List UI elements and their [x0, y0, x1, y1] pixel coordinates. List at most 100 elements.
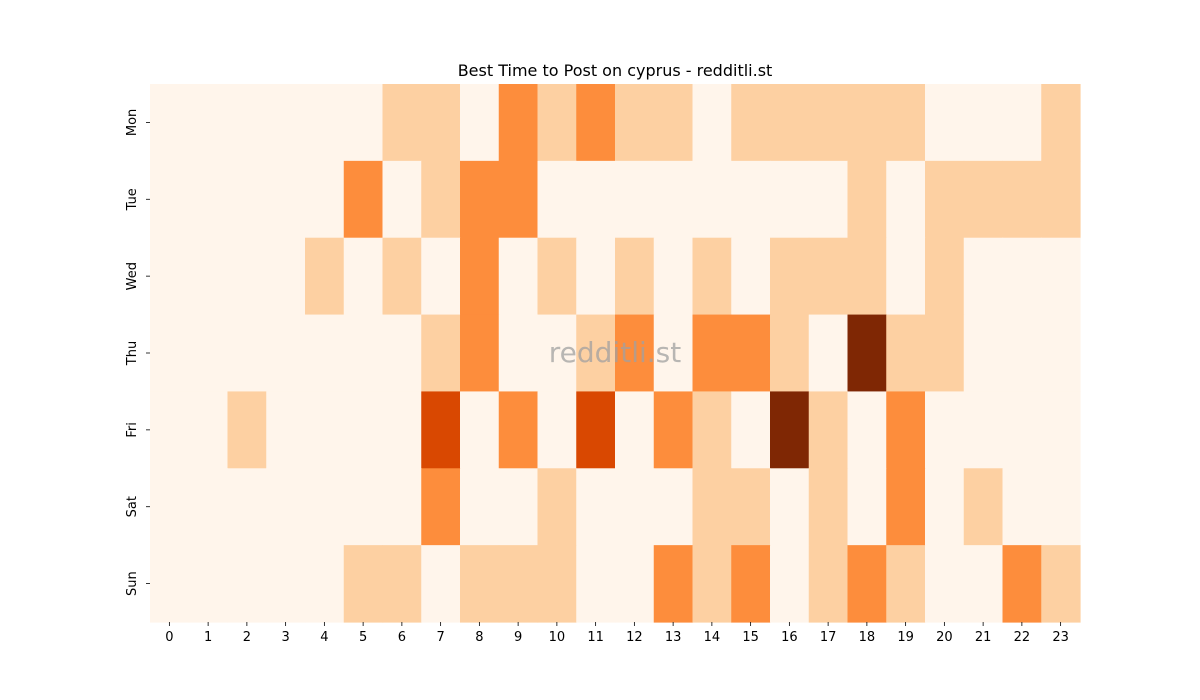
heatmap-cell-fri-15 [731, 391, 771, 469]
heatmap-cell-thu-1 [188, 314, 229, 393]
heatmap-cell-sat-13 [653, 468, 694, 546]
heatmap-cell-thu-13 [653, 314, 694, 393]
heatmap-cell-mon-20 [925, 84, 965, 162]
heatmap-cell-tue-1 [188, 160, 229, 239]
x-tick-label: 0 [165, 630, 173, 645]
heatmap-cell-sun-23 [1041, 545, 1081, 623]
heatmap-cell-tue-10 [537, 160, 577, 239]
heatmap-cell-sun-6 [382, 545, 422, 623]
heatmap-cell-sun-21 [963, 545, 1004, 623]
heatmap-cell-thu-20 [925, 314, 965, 393]
heatmap-cell-fri-6 [382, 391, 422, 469]
heatmap-cell-wed-10 [537, 237, 577, 316]
heatmap-cell-mon-4 [305, 84, 345, 162]
heatmap-cell-thu-5 [343, 314, 384, 393]
heatmap-cell-sun-13 [653, 545, 694, 623]
heatmap-cell-thu-11 [576, 314, 616, 393]
heatmap-cell-thu-19 [886, 314, 926, 393]
heatmap-cell-wed-0 [150, 237, 190, 316]
y-tick-label: Fri [125, 422, 140, 438]
heatmap-cell-sat-19 [886, 468, 926, 546]
heatmap-cell-sat-23 [1041, 468, 1081, 546]
heatmap-cell-fri-23 [1041, 391, 1081, 469]
heatmap-cell-mon-5 [343, 84, 384, 162]
heatmap-cell-tue-15 [731, 160, 771, 239]
heatmap-cell-sun-9 [498, 545, 539, 623]
heatmap-cell-sun-18 [847, 545, 887, 623]
heatmap-cell-wed-7 [421, 237, 461, 316]
heatmap-cell-fri-8 [460, 391, 500, 469]
heatmap-cell-mon-15 [731, 84, 771, 162]
heatmap-cell-sun-17 [808, 545, 849, 623]
heatmap-cell-wed-3 [266, 237, 306, 316]
heatmap-cell-sun-1 [188, 545, 229, 623]
heatmap-cell-tue-13 [653, 160, 694, 239]
y-tick-label: Sun [125, 571, 140, 596]
y-tick-label: Tue [125, 188, 140, 211]
heatmap-cell-thu-4 [305, 314, 345, 393]
x-tick-label: 14 [704, 630, 721, 645]
heatmap-cell-thu-18 [847, 314, 887, 393]
heatmap-cell-sat-9 [498, 468, 539, 546]
heatmap-cell-wed-11 [576, 237, 616, 316]
heatmap-cell-wed-6 [382, 237, 422, 316]
watermark: redditli.st [549, 336, 681, 369]
heatmap-cell-sat-5 [343, 468, 384, 546]
heatmap-cell-thu-9 [498, 314, 539, 393]
x-tick-label: 23 [1052, 630, 1069, 645]
heatmap-cell-wed-9 [498, 237, 539, 316]
heatmap-cell-mon-14 [692, 84, 732, 162]
heatmap-cell-mon-7 [421, 84, 461, 162]
heatmap-cell-thu-2 [227, 314, 267, 393]
heatmap-cell-sat-12 [615, 468, 655, 546]
x-tick-label: 17 [820, 630, 837, 645]
heatmap-cell-sat-0 [150, 468, 190, 546]
heatmap-cell-mon-0 [150, 84, 190, 162]
heatmap-cell-tue-19 [886, 160, 926, 239]
heatmap-cell-tue-18 [847, 160, 887, 239]
heatmap-cell-tue-3 [266, 160, 306, 239]
chart-title: Best Time to Post on cyprus - redditli.s… [458, 61, 773, 80]
heatmap-cell-tue-9 [498, 160, 539, 239]
x-tick-label: 6 [398, 630, 406, 645]
heatmap-cell-fri-12 [615, 391, 655, 469]
heatmap-cell-mon-8 [460, 84, 500, 162]
heatmap-cell-sun-10 [537, 545, 577, 623]
heatmap-cell-thu-16 [770, 314, 810, 393]
heatmap-cell-sat-11 [576, 468, 616, 546]
heatmap-cell-fri-19 [886, 391, 926, 469]
heatmap-cell-wed-21 [963, 237, 1004, 316]
heatmap-cell-tue-21 [963, 160, 1004, 239]
heatmap-cell-sat-20 [925, 468, 965, 546]
heatmap-cell-thu-17 [808, 314, 849, 393]
heatmap-cell-tue-4 [305, 160, 345, 239]
heatmap-cell-mon-12 [615, 84, 655, 162]
heatmap-cell-mon-22 [1002, 84, 1042, 162]
heatmap-cell-wed-16 [770, 237, 810, 316]
y-tick-label: Sat [125, 496, 140, 517]
heatmap-cell-thu-21 [963, 314, 1004, 393]
heatmap-cell-thu-6 [382, 314, 422, 393]
heatmap-cell-sat-1 [188, 468, 229, 546]
heatmap-cell-sat-7 [421, 468, 461, 546]
heatmap-cell-tue-6 [382, 160, 422, 239]
x-tick-label: 1 [204, 630, 212, 645]
heatmap-cell-sat-16 [770, 468, 810, 546]
heatmap-cell-fri-4 [305, 391, 345, 469]
heatmap-cell-thu-22 [1002, 314, 1042, 393]
heatmap-cell-mon-13 [653, 84, 694, 162]
heatmap-cell-sat-8 [460, 468, 500, 546]
heatmap-cell-tue-0 [150, 160, 190, 239]
heatmap-cell-wed-22 [1002, 237, 1042, 316]
heatmap-cell-wed-1 [188, 237, 229, 316]
heatmap-cell-sun-5 [343, 545, 384, 623]
heatmap-cell-wed-23 [1041, 237, 1081, 316]
x-tick-label: 15 [742, 630, 759, 645]
heatmap-cell-fri-20 [925, 391, 965, 469]
heatmap-cell-sun-15 [731, 545, 771, 623]
x-tick-label: 2 [243, 630, 251, 645]
heatmap-cell-fri-18 [847, 391, 887, 469]
heatmap-cell-wed-5 [343, 237, 384, 316]
heatmap-cell-mon-10 [537, 84, 577, 162]
